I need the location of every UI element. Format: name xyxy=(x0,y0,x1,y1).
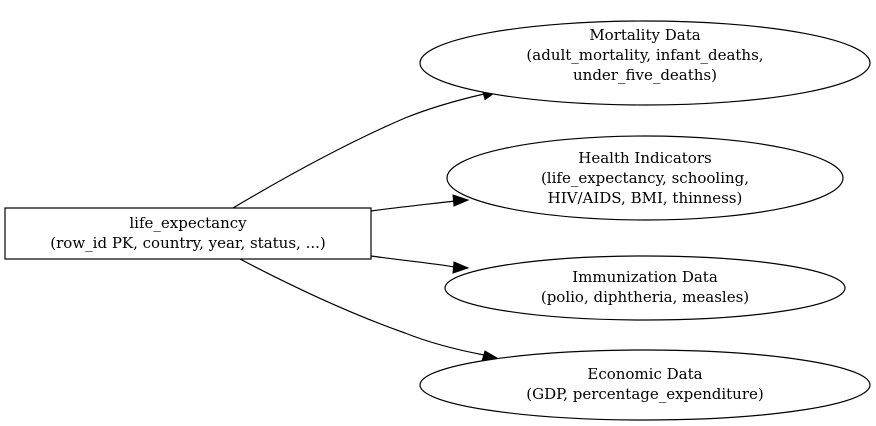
node-mortality-data-line-1: Mortality Data xyxy=(589,26,700,44)
node-life-expectancy-box xyxy=(4,207,372,260)
arrowhead-health-indicators xyxy=(452,194,470,207)
node-health-indicators-line-3: HIV/AIDS, BMI, thinness) xyxy=(548,189,743,207)
node-life-expectancy: life_expectancy (row_id PK, country, yea… xyxy=(4,207,372,260)
edge-to-economic-data xyxy=(239,258,485,356)
node-mortality-data-line-3: under_five_deaths) xyxy=(573,66,717,84)
node-health-indicators: Health Indicators (life_expectancy, scho… xyxy=(446,135,844,221)
node-immunization-data-line-2: (polio, diphtheria, measles) xyxy=(541,288,749,306)
node-economic-data-ellipse xyxy=(419,349,871,421)
node-health-indicators-line-1: Health Indicators xyxy=(578,149,711,167)
node-life-expectancy-line-2: (row_id PK, country, year, status, ...) xyxy=(50,234,325,252)
node-immunization-data: Immunization Data (polio, diphtheria, me… xyxy=(444,255,846,321)
node-health-indicators-ellipse xyxy=(446,135,844,221)
node-health-indicators-line-2: (life_expectancy, schooling, xyxy=(541,169,749,187)
node-economic-data-line-2: (GDP, percentage_expenditure) xyxy=(526,385,763,403)
node-immunization-data-line-1: Immunization Data xyxy=(572,268,718,286)
node-economic-data-line-1: Economic Data xyxy=(587,365,702,383)
node-mortality-data-ellipse xyxy=(419,20,871,106)
node-life-expectancy-line-1: life_expectancy xyxy=(129,214,247,232)
node-mortality-data: Mortality Data (adult_mortality, infant_… xyxy=(419,20,871,106)
node-immunization-data-ellipse xyxy=(444,255,846,321)
node-economic-data: Economic Data (GDP, percentage_expenditu… xyxy=(419,349,871,421)
arrowhead-immunization-data xyxy=(452,261,470,274)
edge-to-health-indicators xyxy=(370,200,456,212)
edge-to-mortality-data xyxy=(232,93,485,209)
node-mortality-data-line-2: (adult_mortality, infant_deaths, xyxy=(526,46,763,64)
edge-to-immunization-data xyxy=(370,255,456,268)
